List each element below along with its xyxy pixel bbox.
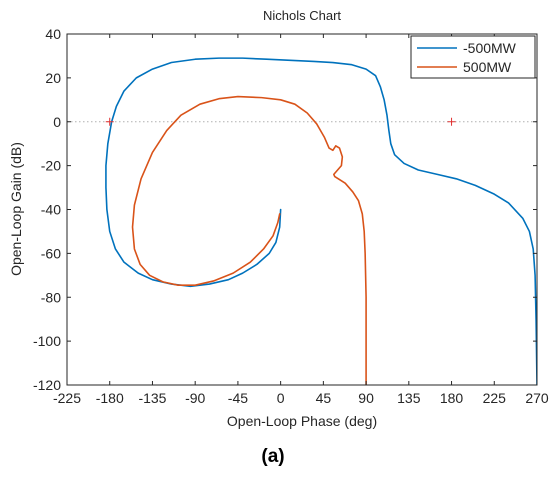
critical-point-marker-0	[105, 117, 114, 126]
legend-label-0: -500MW	[463, 40, 517, 56]
axes: -225 -180 -135 -90 -45 0 45 90 135 180 225 270 -120 -…	[33, 26, 549, 406]
plot-background	[67, 34, 537, 385]
y-tick-label: -120	[33, 377, 61, 393]
y-tick-label: -60	[41, 245, 61, 261]
y-tick-label: 20	[45, 70, 61, 86]
x-tick-label: 180	[440, 390, 464, 406]
x-tick-label: 135	[397, 390, 421, 406]
legend: -500MW 500MW	[410, 35, 536, 79]
x-axis-label: Open-Loop Phase (deg)	[227, 413, 377, 429]
chart-title: Nichols Chart	[263, 8, 341, 23]
legend-label-1: 500MW	[463, 59, 512, 75]
x-tick-label: -135	[138, 390, 166, 406]
x-tick-label: -90	[185, 390, 205, 406]
x-tick-label: -45	[228, 390, 248, 406]
y-tick-label: -40	[41, 202, 61, 218]
series-line-1	[131, 95, 367, 385]
critical-point-marker-1	[447, 117, 456, 126]
legend-box	[410, 35, 536, 79]
figure-caption: (a)	[261, 446, 284, 467]
y-tick-label: -20	[41, 158, 61, 174]
x-tick-label: 0	[277, 390, 285, 406]
x-tick-label: 225	[483, 390, 507, 406]
x-tick-label: -225	[53, 390, 81, 406]
x-tick-label: 270	[525, 390, 549, 406]
x-tick-label: 90	[358, 390, 374, 406]
y-tick-label: -80	[41, 289, 61, 305]
y-axis-label: Open-Loop Gain (dB)	[8, 142, 24, 276]
y-tick-label: 0	[53, 114, 61, 130]
x-tick-label: 45	[316, 390, 332, 406]
x-tick-label: -180	[96, 390, 124, 406]
plot-area	[67, 34, 537, 385]
y-tick-label: -100	[33, 333, 61, 349]
y-tick-label: 40	[45, 26, 61, 42]
